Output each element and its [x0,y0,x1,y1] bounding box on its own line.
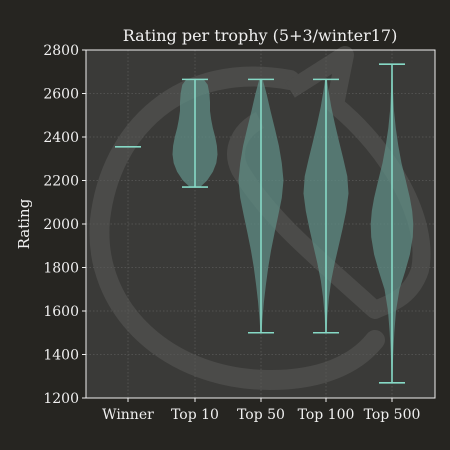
violin-top-10 [172,78,218,188]
y-tick-label: 1800 [43,261,79,277]
x-tick-label: Top 100 [298,407,355,423]
y-tick-label: 2400 [43,130,79,146]
x-tick-label: Top 500 [364,407,421,423]
y-tick-label: 1600 [43,304,79,320]
violin-top-50 [238,78,284,334]
chart-title: Rating per trophy (5+3/winter17) [123,26,398,45]
axes: 1200 1400 1600 1800 2000 2200 2400 2600 2800 Winn… [43,43,436,423]
y-tick-label: 2600 [43,87,79,103]
violin-top-100 [303,78,349,334]
y-axis-label: Rating [15,198,33,249]
y-tick-label: 1200 [43,391,79,407]
x-tick-label: Winner [102,407,154,423]
y-tick-label: 1400 [43,348,79,364]
violins [115,63,414,384]
y-tick-label: 2200 [43,174,79,190]
x-tick-label: Top 50 [237,407,285,423]
y-tick-label: 2000 [43,217,79,233]
violin-top-500 [370,63,414,384]
plot-frame [85,49,436,399]
x-tick-label: Top 10 [171,407,219,423]
y-tick-label: 2800 [43,43,79,59]
